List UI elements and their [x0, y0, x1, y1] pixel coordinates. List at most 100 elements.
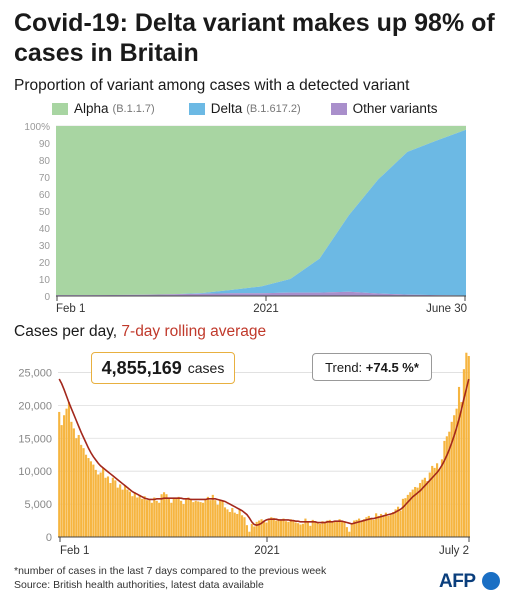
case-bar	[187, 497, 190, 537]
case-bar	[340, 520, 344, 537]
case-bar	[243, 517, 246, 537]
case-bar	[377, 515, 380, 537]
case-bar	[228, 511, 231, 537]
case-bar	[270, 517, 273, 537]
case-bar	[433, 467, 436, 537]
case-bar	[443, 440, 446, 537]
case-bar	[279, 519, 283, 537]
case-bar	[389, 514, 392, 537]
case-bar	[102, 467, 105, 537]
legend-swatch-other	[330, 102, 347, 115]
case-bar	[277, 519, 280, 537]
trend-box: Trend: +74.5 %*	[312, 353, 432, 381]
case-bar	[167, 497, 170, 537]
case-bar	[418, 483, 422, 537]
bar-y-tick-label: 10,000	[18, 466, 52, 478]
case-bar	[423, 477, 426, 537]
afp-logo-dot	[482, 572, 500, 590]
case-bar	[128, 491, 131, 537]
case-bar	[145, 500, 149, 537]
bar-y-tick-label: 25,000	[18, 367, 52, 379]
case-bar	[245, 525, 249, 537]
case-bar	[336, 521, 339, 537]
case-bar	[345, 527, 348, 537]
case-bar	[333, 521, 336, 537]
case-bar	[94, 469, 97, 537]
case-bar	[262, 521, 266, 537]
footnote-source: Source: British health authorities, late…	[14, 579, 264, 591]
area-alpha	[56, 126, 466, 296]
case-bar	[89, 461, 92, 537]
case-bar	[180, 500, 183, 537]
case-bar	[175, 498, 178, 537]
case-bar	[372, 519, 375, 537]
case-bar	[77, 434, 80, 537]
case-bar	[311, 519, 314, 537]
case-bar	[267, 518, 270, 537]
case-bar	[238, 510, 241, 537]
case-bar	[126, 489, 129, 537]
legend-item-other: Other variants	[330, 101, 437, 116]
area-x-tick-label: June 30	[426, 303, 467, 315]
case-bar	[72, 428, 75, 537]
case-bar	[306, 521, 309, 537]
case-bar	[116, 487, 119, 537]
case-bar	[97, 474, 100, 537]
case-bar	[99, 472, 102, 537]
case-bar	[299, 524, 302, 537]
footnote-definition: *number of cases in the last 7 days comp…	[14, 565, 327, 577]
bar-y-tick-label: 15,000	[18, 433, 52, 445]
case-bar	[316, 522, 319, 537]
case-bar	[321, 521, 324, 537]
case-bar	[455, 408, 458, 537]
case-bar	[206, 496, 209, 537]
case-bar	[350, 523, 353, 537]
legend-sub-delta: (B.1.617.2)	[246, 102, 301, 115]
area-y-tick-label: 70	[39, 173, 51, 184]
case-bar	[384, 512, 387, 537]
trend-label: Trend:	[325, 359, 363, 375]
case-bar	[60, 425, 63, 537]
case-bar	[67, 402, 71, 537]
area-y-tick-label: 100%	[24, 122, 50, 133]
case-bar	[314, 521, 317, 537]
case-bar	[216, 504, 219, 537]
case-bar	[131, 496, 134, 537]
total-cases-value: 4,855,169	[101, 357, 182, 378]
case-bar	[399, 510, 402, 537]
legend-label-delta: Delta	[210, 101, 243, 116]
case-bar	[360, 521, 363, 537]
case-bar	[382, 516, 385, 537]
case-bar	[177, 496, 180, 537]
case-bar	[416, 487, 419, 537]
area-y-tick-label: 50	[39, 207, 51, 218]
case-bar	[453, 415, 456, 537]
case-bar	[121, 489, 124, 537]
case-bar	[301, 523, 305, 537]
case-bar	[233, 512, 236, 537]
area-y-tick-label: 30	[39, 241, 51, 252]
case-bar	[379, 513, 383, 537]
case-bar	[248, 531, 251, 537]
case-bar	[387, 515, 390, 537]
case-bar	[294, 522, 297, 537]
footnote: *number of cases in the last 7 days comp…	[14, 564, 326, 592]
case-bar	[182, 504, 185, 537]
case-bar	[184, 499, 188, 537]
case-bar	[394, 509, 397, 537]
case-bar	[197, 501, 200, 537]
case-bar	[231, 508, 234, 537]
case-bar	[58, 411, 61, 537]
case-bar	[141, 498, 144, 537]
case-bar	[240, 515, 244, 537]
area-y-tick-label: 60	[39, 190, 51, 201]
case-bar	[323, 521, 327, 537]
case-bar	[358, 518, 361, 537]
case-bar	[87, 458, 90, 537]
case-bar	[462, 369, 465, 537]
legend-item-delta: Delta (B.1.617.2)	[188, 101, 301, 116]
case-bar	[467, 356, 470, 537]
case-bar	[353, 520, 356, 537]
case-bar	[165, 494, 168, 537]
area-delta	[56, 129, 466, 296]
